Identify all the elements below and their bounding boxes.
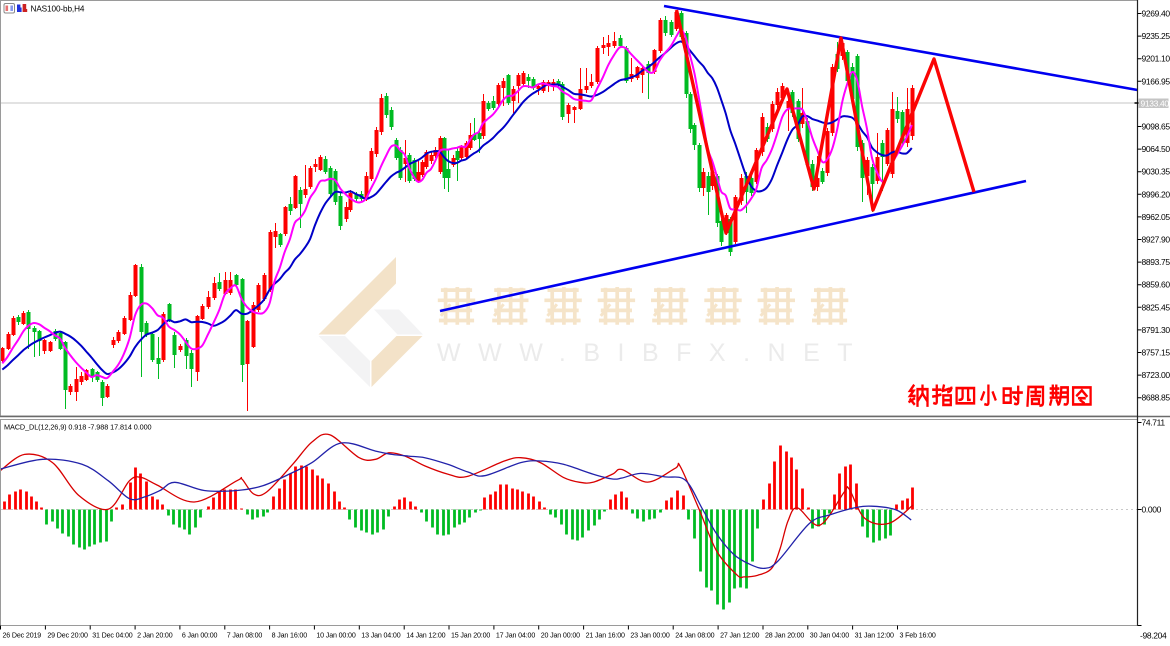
svg-text:27 Jan 12:00: 27 Jan 12:00	[720, 632, 759, 640]
svg-text:9064.50: 9064.50	[1142, 144, 1170, 154]
svg-text:31 Dec 04:00: 31 Dec 04:00	[92, 632, 133, 640]
svg-text:13 Jan 04:00: 13 Jan 04:00	[361, 632, 400, 640]
svg-text:MACD_DL(12,26,9) 0.918 -7.988: MACD_DL(12,26,9) 0.918 -7.988 17.814 0.0…	[4, 423, 152, 432]
svg-text:29 Dec 20:00: 29 Dec 20:00	[47, 632, 88, 640]
svg-text:9098.65: 9098.65	[1142, 122, 1170, 132]
svg-text:9133.40: 9133.40	[1141, 99, 1170, 109]
svg-text:8757.15: 8757.15	[1142, 348, 1170, 358]
svg-text:7 Jan 08:00: 7 Jan 08:00	[227, 632, 263, 640]
svg-text:8688.85: 8688.85	[1142, 393, 1170, 403]
svg-text:26 Dec 2019: 26 Dec 2019	[3, 632, 42, 640]
svg-text:10 Jan 00:00: 10 Jan 00:00	[316, 632, 355, 640]
svg-text:0.000: 0.000	[1142, 505, 1162, 515]
svg-text:-98.204: -98.204	[1140, 631, 1167, 641]
svg-text:9235.25: 9235.25	[1142, 31, 1170, 41]
svg-text:14 Jan 12:00: 14 Jan 12:00	[406, 632, 445, 640]
svg-text:3 Feb 16:00: 3 Feb 16:00	[900, 632, 936, 640]
svg-text:31 Jan 12:00: 31 Jan 12:00	[855, 632, 894, 640]
svg-text:21 Jan 16:00: 21 Jan 16:00	[586, 632, 625, 640]
svg-text:28 Jan 20:00: 28 Jan 20:00	[765, 632, 804, 640]
svg-text:8962.05: 8962.05	[1142, 212, 1170, 222]
svg-text:2 Jan 20:00: 2 Jan 20:00	[137, 632, 173, 640]
svg-text:15 Jan 20:00: 15 Jan 20:00	[451, 632, 490, 640]
svg-text:24 Jan 08:00: 24 Jan 08:00	[675, 632, 714, 640]
svg-text:8893.75: 8893.75	[1142, 257, 1170, 267]
svg-text:23 Jan 00:00: 23 Jan 00:00	[630, 632, 669, 640]
svg-text:8859.60: 8859.60	[1142, 280, 1170, 290]
svg-text:8996.20: 8996.20	[1142, 189, 1170, 199]
svg-text:9030.35: 9030.35	[1142, 167, 1170, 177]
svg-text:17 Jan 04:00: 17 Jan 04:00	[496, 632, 535, 640]
svg-text:8723.00: 8723.00	[1142, 370, 1170, 380]
svg-text:WWW.BIBFX.NET: WWW.BIBFX.NET	[437, 339, 870, 367]
svg-text:8927.90: 8927.90	[1142, 235, 1170, 245]
svg-text:NAS100-bb,H4: NAS100-bb,H4	[31, 5, 85, 14]
svg-text:30 Jan 04:00: 30 Jan 04:00	[810, 632, 849, 640]
svg-text:9201.10: 9201.10	[1142, 54, 1170, 64]
svg-text:9166.95: 9166.95	[1142, 76, 1170, 86]
svg-text:74.711: 74.711	[1142, 418, 1166, 428]
svg-text:20 Jan 00:00: 20 Jan 00:00	[541, 632, 580, 640]
svg-text:8825.45: 8825.45	[1142, 302, 1170, 312]
svg-text:6 Jan 00:00: 6 Jan 00:00	[182, 632, 218, 640]
svg-text:9269.40: 9269.40	[1142, 9, 1170, 19]
svg-text:8791.30: 8791.30	[1142, 325, 1170, 335]
svg-text:8 Jan 16:00: 8 Jan 16:00	[272, 632, 308, 640]
